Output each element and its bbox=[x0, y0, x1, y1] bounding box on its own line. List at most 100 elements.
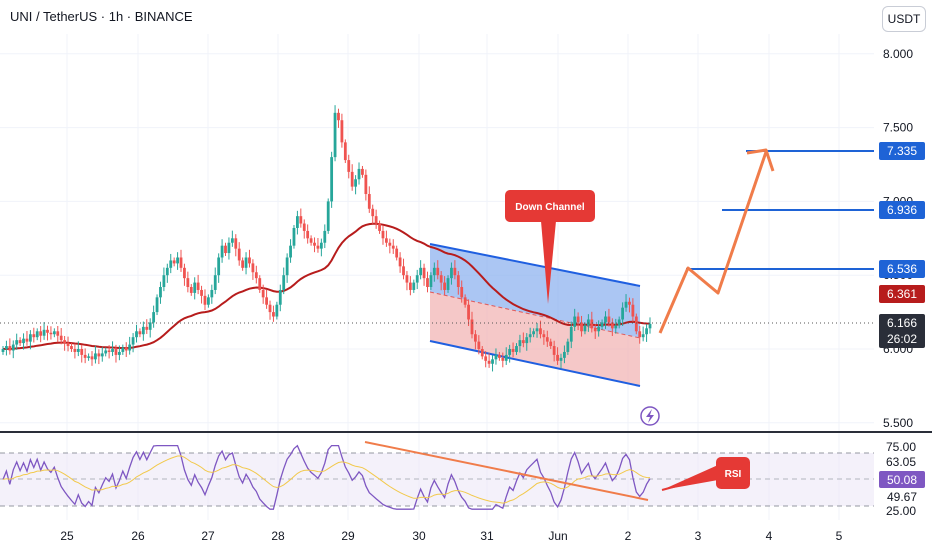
down-channel-callout[interactable]: Down Channel bbox=[505, 190, 595, 304]
candle-body bbox=[580, 322, 583, 332]
candle-body bbox=[224, 245, 227, 254]
countdown-label: 26:02 bbox=[887, 332, 917, 346]
candle-body bbox=[429, 275, 433, 288]
projection-arrow-path bbox=[658, 151, 768, 334]
badge-6536[interactable]: 6.536 bbox=[879, 260, 925, 278]
badge-last-price[interactable]: 6.166 26:02 bbox=[879, 314, 925, 348]
candle-body bbox=[183, 267, 186, 279]
candle-body bbox=[117, 351, 121, 355]
candle-body bbox=[419, 267, 423, 276]
candlestick-series bbox=[1, 105, 652, 372]
candle-body bbox=[206, 297, 210, 305]
candle-body bbox=[617, 319, 621, 326]
rsi-tick-label: 63.05 bbox=[886, 455, 916, 469]
candle-body bbox=[200, 289, 203, 296]
candle-body bbox=[600, 322, 604, 327]
candle-body bbox=[189, 287, 193, 293]
candle-body bbox=[162, 275, 166, 288]
candle-body bbox=[15, 340, 19, 345]
candle-body bbox=[217, 257, 221, 276]
candle-body bbox=[645, 328, 648, 335]
candle-body bbox=[381, 230, 385, 239]
candle-body bbox=[234, 238, 238, 249]
rsi-callout[interactable]: RSI bbox=[662, 457, 750, 490]
time-axis[interactable]: 25 26 27 28 29 30 31 Jun 2 3 4 5 bbox=[60, 529, 842, 543]
candle-body bbox=[367, 194, 371, 209]
candle-body bbox=[330, 157, 334, 202]
candle-body bbox=[265, 297, 268, 305]
down-channel-label: Down Channel bbox=[515, 202, 585, 213]
candle-body bbox=[388, 242, 392, 246]
candle-body bbox=[107, 350, 111, 352]
badge-rsi-value[interactable]: 50.08 bbox=[879, 471, 925, 488]
candle-body bbox=[254, 272, 258, 279]
candle-body bbox=[624, 301, 628, 308]
candle-body bbox=[289, 245, 292, 258]
candle-body bbox=[350, 171, 354, 187]
candle-body bbox=[35, 331, 39, 338]
price-tick-label: 5.500 bbox=[883, 416, 913, 430]
candle-body bbox=[477, 341, 481, 349]
candle-body bbox=[63, 340, 67, 344]
candle-body bbox=[100, 353, 104, 357]
candle-body bbox=[59, 335, 63, 341]
candle-body bbox=[272, 312, 275, 317]
candle-body bbox=[22, 338, 25, 344]
candle-body bbox=[566, 341, 570, 352]
candle-body bbox=[28, 334, 32, 342]
candle-body bbox=[203, 295, 207, 305]
candle-body bbox=[251, 263, 255, 273]
time-tick-label: 30 bbox=[412, 529, 426, 543]
candle-body bbox=[391, 245, 395, 249]
candle-body bbox=[532, 331, 536, 335]
candle-body bbox=[515, 346, 518, 352]
candle-body bbox=[545, 337, 549, 342]
candle-body bbox=[525, 337, 529, 344]
badge-7335[interactable]: 7.335 bbox=[879, 142, 925, 160]
currency-unit-button[interactable]: USDT bbox=[882, 6, 926, 32]
svg-text:50.08: 50.08 bbox=[887, 473, 917, 487]
candle-body bbox=[73, 349, 77, 352]
time-tick-label: 27 bbox=[201, 529, 215, 543]
candle-body bbox=[94, 353, 97, 360]
candle-body bbox=[193, 282, 197, 293]
candle-body bbox=[145, 326, 149, 330]
svg-text:6.536: 6.536 bbox=[887, 262, 917, 276]
time-tick-label: 25 bbox=[60, 529, 74, 543]
candle-body bbox=[343, 142, 347, 161]
candle-body bbox=[508, 349, 512, 355]
candle-body bbox=[467, 304, 470, 320]
candle-body bbox=[432, 267, 436, 276]
candle-body bbox=[422, 267, 426, 279]
candle-body bbox=[39, 331, 43, 336]
candle-body bbox=[511, 349, 515, 352]
candle-body bbox=[313, 242, 316, 246]
candle-body bbox=[604, 316, 607, 323]
candle-body bbox=[480, 349, 484, 357]
candle-body bbox=[641, 334, 645, 338]
candle-body bbox=[357, 168, 361, 180]
candle-body bbox=[319, 242, 323, 249]
candle-body bbox=[159, 287, 162, 298]
candle-body bbox=[597, 326, 601, 332]
candle-body bbox=[439, 275, 443, 283]
candle-body bbox=[443, 282, 447, 290]
time-tick-label: 31 bbox=[480, 529, 494, 543]
badge-ma-value[interactable]: 6.361 bbox=[879, 285, 925, 303]
candle-body bbox=[569, 326, 573, 342]
down-channel-lower-fill bbox=[430, 292, 640, 386]
flash-icon[interactable] bbox=[640, 406, 660, 426]
candle-body bbox=[563, 351, 566, 358]
svg-text:6.166: 6.166 bbox=[887, 316, 917, 330]
badge-rsi-ma[interactable]: 49.67 bbox=[879, 488, 925, 505]
candle-body bbox=[628, 301, 631, 305]
badge-6936[interactable]: 6.936 bbox=[879, 201, 925, 219]
candle-body bbox=[583, 325, 587, 332]
candle-body bbox=[25, 338, 29, 342]
candle-body bbox=[76, 349, 80, 352]
candle-body bbox=[470, 319, 474, 335]
candle-body bbox=[196, 282, 200, 290]
candle-body bbox=[408, 282, 412, 290]
